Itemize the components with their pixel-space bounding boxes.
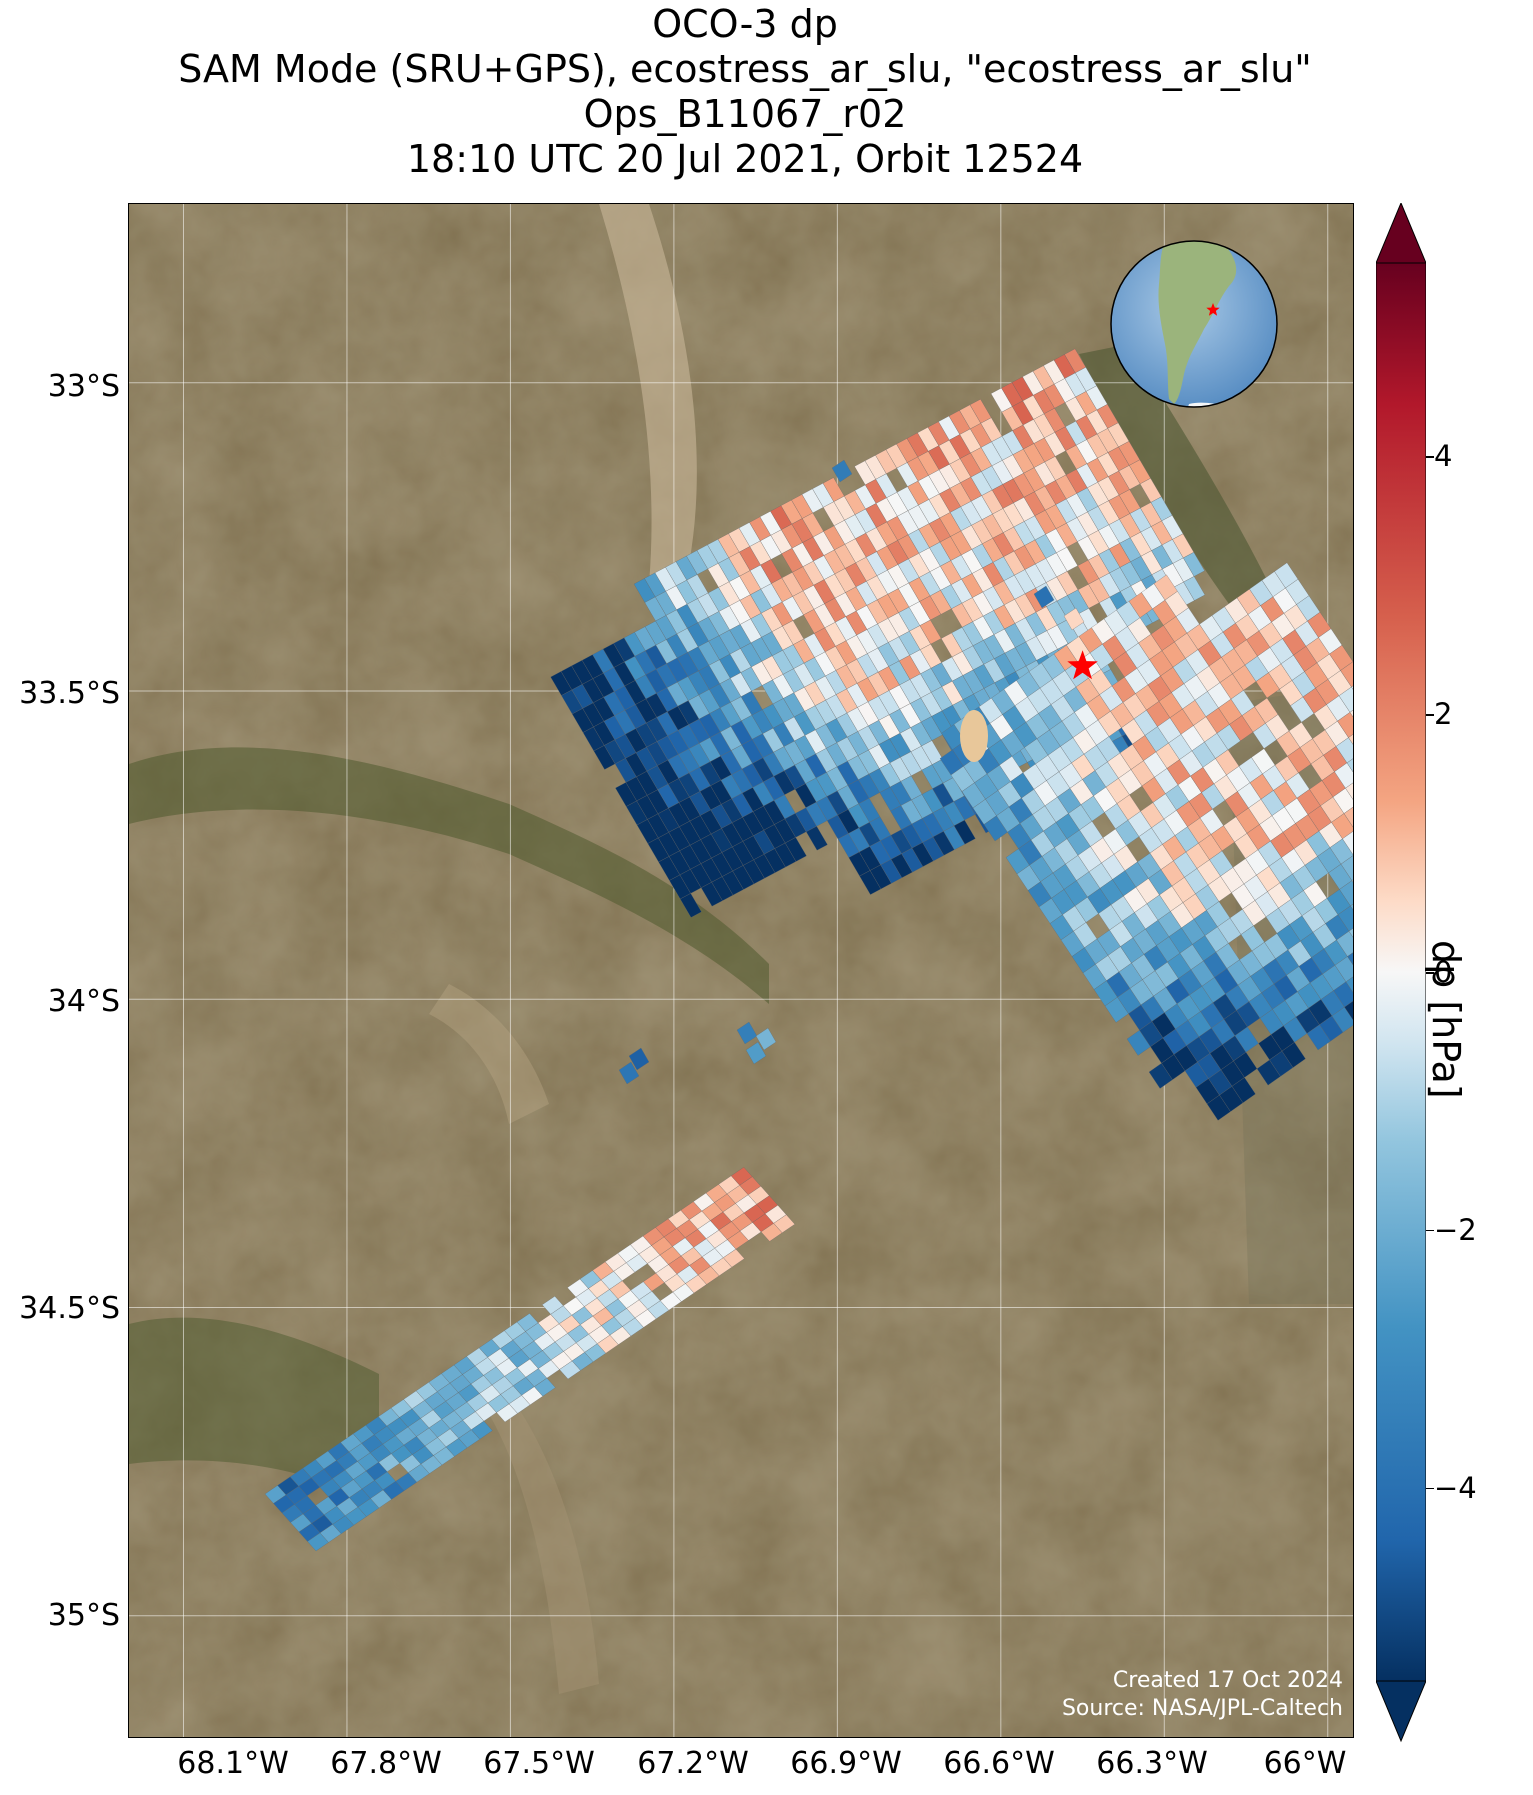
colorbar-extend-min (1376, 1680, 1426, 1743)
sounding-footprint (723, 1248, 745, 1268)
source-credit: Source: NASA/JPL-Caltech (1061, 1696, 1343, 1721)
dp-soundings[interactable] (264, 348, 1355, 1552)
sounding-footprint (1340, 661, 1353, 688)
sounding-footprint (1281, 1042, 1306, 1068)
sounding-footprint (1331, 813, 1353, 840)
globe-location-star-icon (1206, 303, 1220, 316)
globe-outline (1110, 240, 1278, 408)
colorbar-tick-mark (1426, 1229, 1434, 1232)
sounding-footprint (1334, 956, 1353, 983)
title-line-1: OCO-3 dp (652, 2, 838, 46)
sounding-footprint (1231, 1077, 1256, 1104)
sounding-footprint (1331, 1006, 1353, 1033)
sounding-footprint (1345, 976, 1353, 993)
colorbar-extend-max (1376, 203, 1426, 264)
sounding-footprint (1183, 552, 1205, 577)
sounding-footprint (745, 1041, 767, 1065)
sounding-footprint (1335, 737, 1353, 764)
title-line-3: Ops_B11067_r02 (583, 92, 907, 136)
lat-tick-label: 33.5°S (19, 676, 120, 711)
sounding-footprint (1333, 981, 1353, 1008)
sounding-footprint (471, 1420, 493, 1440)
colorbar-tick-mark (1426, 714, 1434, 716)
colorbar-body (1376, 262, 1426, 1682)
sounding-footprint (1340, 855, 1353, 881)
sounding-footprint (1350, 903, 1353, 910)
sounding-footprint (534, 1377, 556, 1397)
sounding-footprint (1351, 685, 1353, 690)
sounding-footprint (773, 1214, 796, 1233)
colorbar-label: dp [hPa] (1424, 940, 1468, 1099)
sounding-footprint (1336, 930, 1353, 957)
sounding-footprint (1342, 831, 1353, 855)
map-canvas[interactable] (129, 204, 1354, 1738)
colorbar-tick-label: −4 (1434, 1470, 1477, 1505)
colorbar-tick-mark (1426, 456, 1434, 458)
sounding-footprint (1344, 1000, 1353, 1021)
sounding-footprint (1348, 734, 1353, 745)
colorbar-tick-label: 4 (1434, 439, 1453, 474)
sounding-footprint (1347, 952, 1353, 966)
lat-tick-label: 34.5°S (19, 1291, 120, 1326)
sounding-footprint (1338, 686, 1353, 713)
colorbar-tick-mark (1426, 972, 1434, 974)
colorbar (1376, 203, 1426, 1743)
colorbar-tick-mark (1426, 1487, 1434, 1490)
sounding-footprint (1183, 576, 1206, 601)
sounding-footprint (1346, 758, 1353, 773)
sounding-footprint (618, 1061, 640, 1085)
sounding-footprint (1337, 905, 1353, 932)
map-panel[interactable] (128, 203, 1354, 1738)
lat-tick-label: 35°S (47, 1598, 120, 1633)
sounding-footprint (1063, 607, 1085, 631)
target-star-icon (1067, 650, 1098, 680)
sounding-footprint (1348, 928, 1353, 938)
lat-tick-label: 33°S (47, 369, 120, 404)
sounding-footprint (679, 893, 702, 918)
bright-surface-patch (960, 710, 988, 762)
colorbar-tick-label: 0 (1434, 955, 1453, 989)
sounding-footprint (1033, 585, 1055, 609)
created-date: Created 17 Oct 2024 (1112, 1668, 1343, 1693)
sounding-footprint (1332, 787, 1353, 814)
sounding-footprint (1345, 782, 1353, 800)
lon-tick-label: 67.8°W (330, 1746, 442, 1781)
sounding-footprint (1329, 838, 1353, 865)
lon-tick-label: 66.3°W (1096, 1746, 1208, 1781)
lon-tick-label: 68.1°W (177, 1746, 289, 1781)
sounding-footprint (1337, 712, 1353, 738)
title-line-4: 18:10 UTC 20 Jul 2021, Orbit 12524 (406, 137, 1084, 181)
chart-title: OCO-3 dp SAM Mode (SRU+GPS), ecostress_a… (0, 2, 1490, 182)
sounding-footprint (1349, 710, 1353, 718)
sounding-footprint (831, 459, 853, 483)
title-line-2: SAM Mode (SRU+GPS), ecostress_ar_slu, "e… (178, 47, 1312, 91)
lon-tick-label: 66°W (1263, 1746, 1347, 1781)
sounding-footprint (953, 819, 976, 845)
sounding-footprint (755, 1027, 777, 1051)
sounding-footprint (1351, 879, 1353, 883)
sounding-footprint (1343, 806, 1353, 828)
colorbar-tick-label: −2 (1434, 1212, 1477, 1247)
target-layer (1067, 650, 1098, 680)
sounding-footprint (805, 825, 828, 851)
sounding-footprint (1329, 644, 1353, 671)
sounding-footprint (1354, 847, 1355, 872)
sounding-footprint (1339, 880, 1353, 907)
lon-tick-label: 67.2°W (637, 1746, 749, 1781)
lon-tick-label: 66.9°W (790, 1746, 902, 1781)
sounding-footprint (628, 1047, 650, 1071)
colorbar-tick-label: 2 (1434, 697, 1453, 732)
lon-tick-label: 66.6°W (943, 1746, 1055, 1781)
sounding-footprint (1334, 762, 1353, 789)
lat-tick-label: 34°S (47, 984, 120, 1019)
lon-tick-label: 67.5°W (483, 1746, 595, 1781)
sounding-footprint (784, 837, 807, 862)
